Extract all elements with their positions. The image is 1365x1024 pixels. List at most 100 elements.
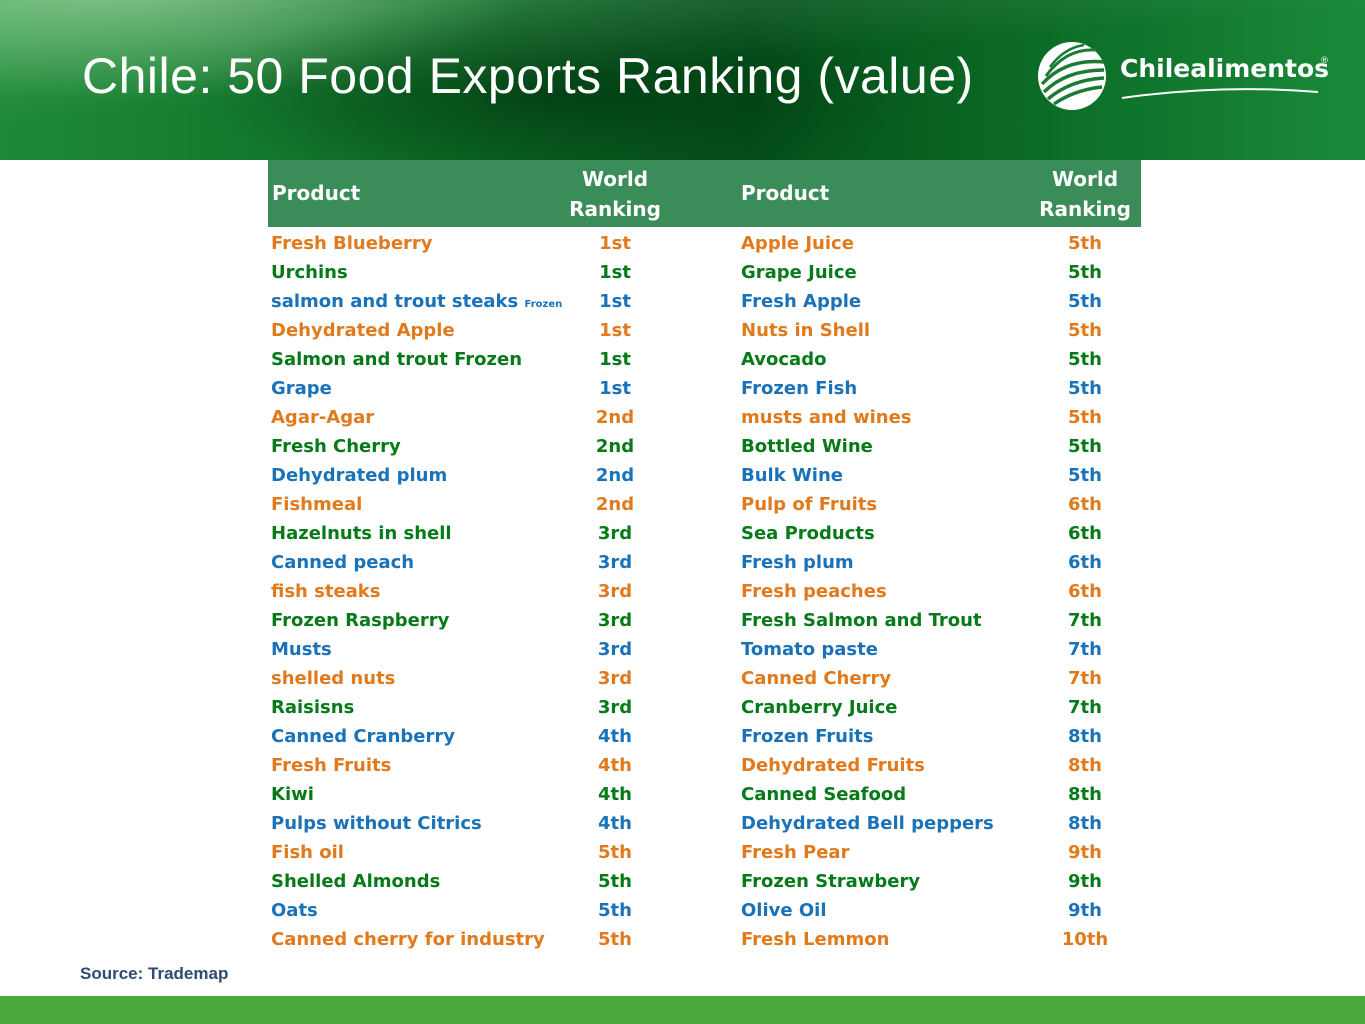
left-product-cell: Dehydrated Apple: [271, 318, 455, 344]
right-rank-cell: 6th: [1068, 494, 1102, 515]
product-name: Dehydrated Apple: [271, 320, 455, 341]
right-rank-cell: 5th: [1068, 436, 1102, 457]
product-name: Fresh plum: [741, 552, 854, 573]
left-rank-cell: 2nd: [595, 494, 635, 515]
product-name: Agar-Agar: [271, 407, 375, 428]
product-name: Oats: [271, 900, 318, 921]
left-rank-cell: 1st: [599, 320, 631, 341]
product-name: Pulps without Citrics: [271, 813, 482, 834]
right-rank-cell: 8th: [1068, 755, 1102, 776]
product-name: Canned peach: [271, 552, 415, 573]
right-product-cell: Avocado: [741, 347, 826, 373]
right-product-cell: Frozen Fish: [741, 376, 857, 402]
product-name: Canned Seafood: [741, 784, 907, 805]
table-header: [268, 160, 1141, 227]
left-rank-cell: 3rd: [597, 639, 633, 660]
product-note: Frozen: [524, 299, 563, 310]
left-product-cell: Fresh Blueberry: [271, 231, 433, 257]
product-name: Frozen Fish: [741, 378, 858, 399]
product-name: Fresh Pear: [741, 842, 850, 863]
footer-bar: [0, 996, 1365, 1024]
product-name: Apple Juice: [741, 233, 854, 254]
right-rank-cell: 5th: [1068, 378, 1102, 399]
product-name: Canned Cranberry: [271, 726, 455, 747]
product-name: Canned cherry for industry: [271, 929, 545, 950]
left-rank-cell: 3rd: [597, 552, 633, 573]
right-product-cell: Dehydrated Fruits: [741, 753, 925, 779]
product-name: Canned Cherry: [741, 668, 892, 689]
left-product-cell: Canned Cranberry: [271, 724, 455, 750]
left-product-cell: Fishmeal: [271, 492, 362, 518]
right-rank-cell: 5th: [1068, 291, 1102, 312]
logo-wordmark: Chilealimentos: [1120, 54, 1330, 83]
left-product-cell: Salmon and trout Frozen: [271, 347, 522, 373]
right-rank-cell: 5th: [1068, 262, 1102, 283]
left-rank-cell: 1st: [599, 291, 631, 312]
left-product-cell: Fish oil: [271, 840, 344, 866]
left-rank-cell: 4th: [598, 755, 632, 776]
left-rank-cell: 5th: [598, 900, 632, 921]
right-rank-cell: 6th: [1068, 523, 1102, 544]
product-name: shelled nuts: [271, 668, 396, 689]
right-product-cell: Tomato paste: [741, 637, 878, 663]
left-product-cell: fish steaks: [271, 579, 381, 605]
product-name: Olive Oil: [741, 900, 827, 921]
product-name: Kiwi: [271, 784, 314, 805]
left-product-cell: Hazelnuts in shell: [271, 521, 452, 547]
right-rank-cell: 5th: [1068, 320, 1102, 341]
left-rank-cell: 1st: [599, 262, 631, 283]
right-rank-cell: 10th: [1061, 929, 1109, 950]
left-rank-cell: 1st: [599, 349, 631, 370]
left-rank-cell: 5th: [598, 929, 632, 950]
left-rank-cell: 5th: [598, 842, 632, 863]
left-product-cell: Canned peach: [271, 550, 414, 576]
left-product-cell: Grape: [271, 376, 332, 402]
header-ranking-right-line1: World: [1051, 167, 1119, 191]
right-rank-cell: 8th: [1068, 813, 1102, 834]
left-rank-cell: 3rd: [597, 697, 633, 718]
left-rank-cell: 4th: [598, 726, 632, 747]
right-rank-cell: 9th: [1068, 842, 1102, 863]
right-product-cell: Fresh Salmon and Trout: [741, 608, 982, 634]
header-product-left: Product: [272, 181, 361, 205]
right-product-cell: musts and wines: [741, 405, 912, 431]
left-rank-cell: 3rd: [597, 668, 633, 689]
right-rank-cell: 7th: [1068, 610, 1102, 631]
right-rank-cell: 7th: [1068, 697, 1102, 718]
left-product-cell: Oats: [271, 898, 318, 924]
product-name: Frozen Fruits: [741, 726, 874, 747]
right-rank-cell: 5th: [1068, 465, 1102, 486]
header-banner: [0, 0, 1365, 160]
right-product-cell: Fresh peaches: [741, 579, 887, 605]
left-product-cell: Frozen Raspberry: [271, 608, 449, 634]
left-rank-cell: 1st: [599, 233, 631, 254]
product-name: Fresh peaches: [741, 581, 887, 602]
left-rank-cell: 4th: [598, 813, 632, 834]
left-rank-cell: 3rd: [597, 581, 633, 602]
right-rank-cell: 9th: [1068, 900, 1102, 921]
right-product-cell: Pulp of Fruits: [741, 492, 877, 518]
product-name: Bottled Wine: [741, 436, 873, 457]
registered-mark: ®: [1320, 56, 1329, 66]
left-product-cell: Fresh Fruits: [271, 753, 391, 779]
left-product-cell: Shelled Almonds: [271, 869, 440, 895]
left-rank-cell: 5th: [598, 871, 632, 892]
right-rank-cell: 6th: [1068, 552, 1102, 573]
product-name: Salmon and trout Frozen: [271, 349, 523, 370]
right-product-cell: Frozen Strawbery: [741, 869, 920, 895]
right-rank-cell: 7th: [1068, 668, 1102, 689]
right-rank-cell: 8th: [1068, 726, 1102, 747]
right-rank-cell: 5th: [1068, 233, 1102, 254]
left-product-cell: shelled nuts: [271, 666, 395, 692]
product-name: Dehydrated Fruits: [741, 755, 925, 776]
right-product-cell: Nuts in Shell: [741, 318, 870, 344]
right-product-cell: Bottled Wine: [741, 434, 873, 460]
product-name: Sea Products: [741, 523, 875, 544]
left-product-cell: Musts: [271, 637, 332, 663]
right-product-cell: Olive Oil: [741, 898, 827, 924]
product-name: Avocado: [741, 349, 827, 370]
logo-swoosh-icon: [1121, 88, 1319, 99]
header-ranking-left-line1: World: [581, 167, 649, 191]
product-name: Fresh Fruits: [271, 755, 392, 776]
product-name: fish steaks: [271, 581, 381, 602]
